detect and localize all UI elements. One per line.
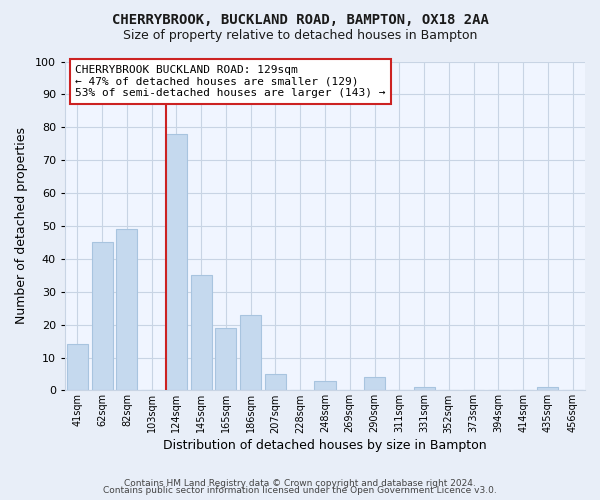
Bar (92, 242, 113, 390)
Y-axis label: Number of detached properties: Number of detached properties (15, 128, 28, 324)
Bar (166, 134, 187, 390)
Bar (364, 377, 385, 390)
Bar (538, 387, 559, 390)
Text: CHERRYBROOK, BUCKLAND ROAD, BAMPTON, OX18 2AA: CHERRYBROOK, BUCKLAND ROAD, BAMPTON, OX1… (112, 12, 488, 26)
Text: CHERRYBROOK BUCKLAND ROAD: 129sqm
← 47% of detached houses are smaller (129)
53%: CHERRYBROOK BUCKLAND ROAD: 129sqm ← 47% … (76, 65, 386, 98)
Bar (67, 344, 88, 391)
Text: Contains public sector information licensed under the Open Government Licence v3: Contains public sector information licen… (103, 486, 497, 495)
Bar (215, 328, 236, 390)
X-axis label: Distribution of detached houses by size in Bampton: Distribution of detached houses by size … (163, 440, 487, 452)
Bar (314, 380, 335, 390)
Bar (116, 229, 137, 390)
Bar (240, 315, 261, 390)
Bar (191, 276, 212, 390)
Text: Size of property relative to detached houses in Bampton: Size of property relative to detached ho… (123, 29, 477, 42)
Text: Contains HM Land Registry data © Crown copyright and database right 2024.: Contains HM Land Registry data © Crown c… (124, 478, 476, 488)
Bar (265, 374, 286, 390)
Bar (413, 387, 434, 390)
